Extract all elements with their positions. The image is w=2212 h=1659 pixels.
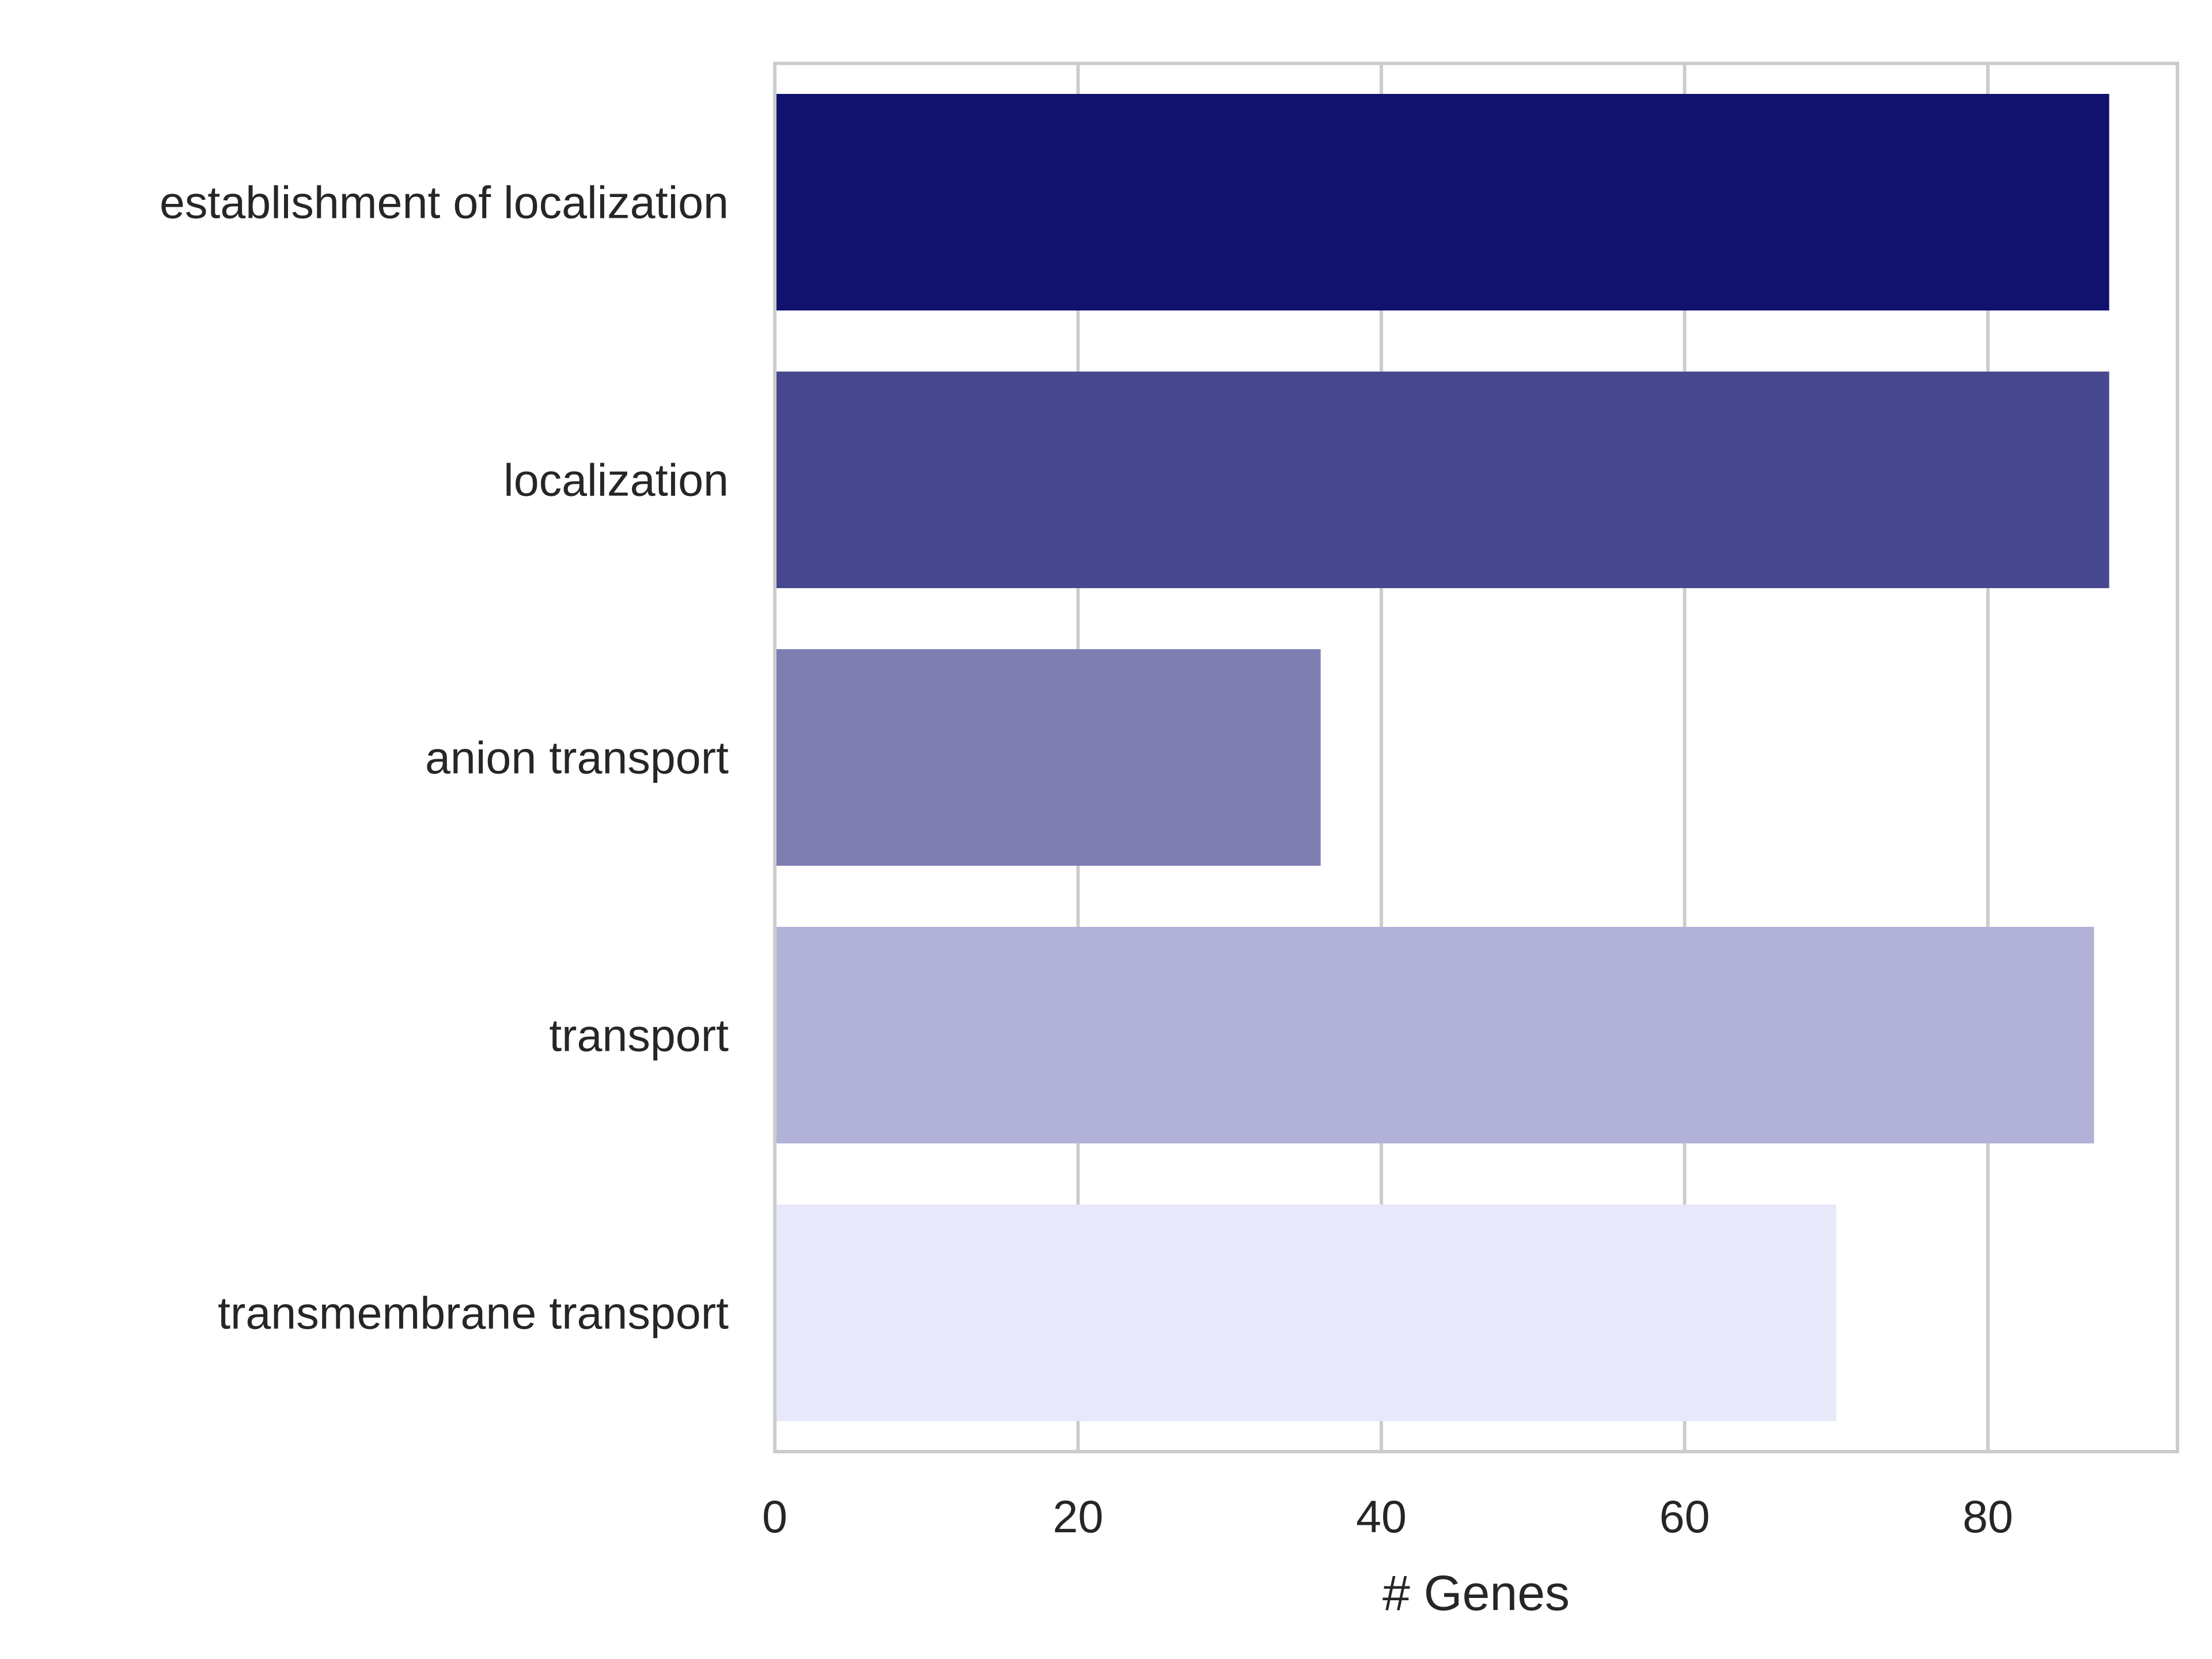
bars	[775, 94, 2109, 1421]
x-axis-title: # Genes	[1382, 1566, 1570, 1621]
x-tick-label: 40	[1356, 1491, 1407, 1542]
x-tick-label: 0	[762, 1491, 787, 1542]
x-tick-label: 20	[1053, 1491, 1104, 1542]
bar-transport	[775, 927, 2094, 1143]
bar-localization	[775, 372, 2109, 588]
category-label: establishment of localization	[160, 177, 729, 228]
plot-frame	[773, 62, 2179, 1453]
category-label: transport	[549, 1010, 729, 1061]
bar-transmembrane-transport	[775, 1205, 1836, 1421]
x-tick-labels: 0 20 40 60 80	[762, 1491, 2013, 1542]
x-tick-label: 80	[1963, 1491, 2013, 1542]
category-labels: establishment of localization localizatio…	[160, 177, 729, 1339]
category-label: anion transport	[425, 732, 729, 783]
category-label: localization	[503, 454, 729, 506]
category-label: transmembrane transport	[218, 1287, 729, 1339]
x-tick-label: 60	[1660, 1491, 1710, 1542]
bar-anion-transport	[775, 649, 1321, 866]
bar-establishment-of-localization	[775, 94, 2109, 310]
